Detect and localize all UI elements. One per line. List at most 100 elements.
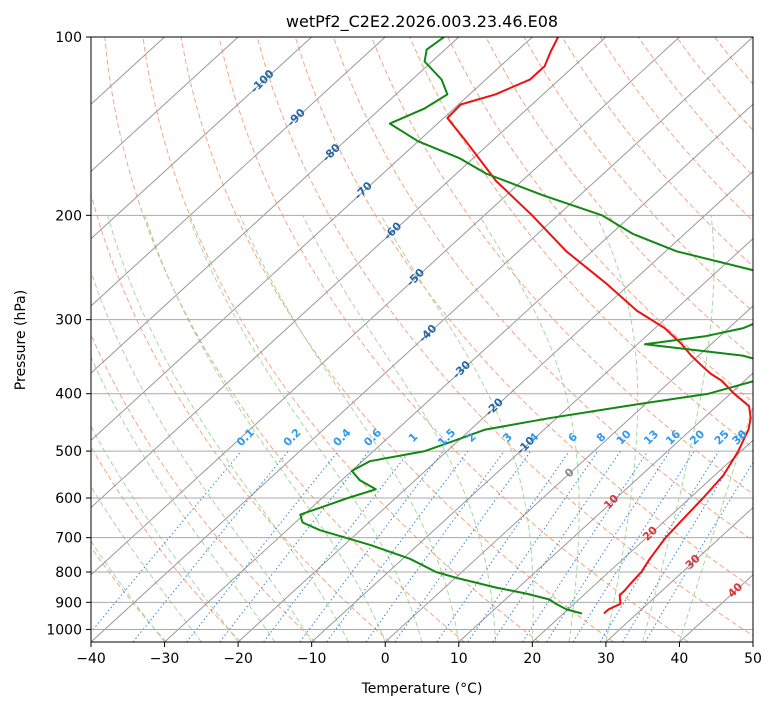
x-tick-label: −40 (76, 651, 106, 667)
mixing-ratio-line (436, 450, 570, 642)
mixing-ratio-line (644, 461, 753, 642)
mixing-ratio-label: 36 (730, 427, 750, 447)
mixing-ratio-line (394, 450, 532, 642)
dry-adiabat (637, 37, 753, 177)
moist-adiabat (642, 215, 715, 642)
mixing-ratio-label: 3 (500, 430, 515, 445)
x-axis: −40 −30 −20 −10 0 10 20 30 40 50 (76, 642, 762, 667)
isotherm-line (91, 37, 460, 374)
x-tick-label: −30 (150, 651, 180, 667)
dry-adiabat (752, 37, 753, 39)
y-tick-label: 700 (55, 531, 82, 547)
mixing-ratio-line (91, 450, 242, 633)
moist-adiabat (595, 215, 639, 642)
isobar-gridlines (91, 37, 753, 630)
y-tick-label: 300 (55, 313, 82, 329)
x-tick-label: 20 (523, 651, 541, 667)
y-tick-label: 1000 (46, 622, 82, 638)
moist-adiabat (478, 215, 580, 642)
y-tick-label: 200 (55, 208, 82, 224)
dry-adiabat (561, 37, 753, 267)
isotherm-line (164, 103, 753, 642)
mixing-ratio-line (186, 450, 339, 642)
mixing-ratio-line (219, 450, 370, 642)
isotherm-line (91, 37, 753, 642)
background-lines (91, 37, 753, 642)
x-tick-label: 0 (381, 651, 390, 667)
dry-adiabat (91, 445, 242, 642)
moist-adiabat (91, 485, 202, 642)
mixing-ratio-line (599, 450, 720, 642)
mixing-ratio-label: 0.2 (281, 426, 304, 449)
isotherm-line (458, 372, 753, 642)
mixing-ratio-label: 1 (406, 430, 421, 445)
y-tick-label: 100 (55, 30, 82, 46)
isotherm-line (752, 641, 753, 642)
y-tick-label: 900 (55, 595, 82, 611)
isotherm-line (91, 37, 680, 576)
mixing-ratio-label: 0.4 (331, 426, 354, 449)
isotherm-line (311, 237, 753, 642)
x-tick-label: 50 (744, 651, 762, 667)
x-tick-label: 40 (671, 651, 689, 667)
mixing-ratio-line (326, 450, 469, 642)
dry-adiabat (714, 37, 753, 85)
dry-adiabat (142, 37, 540, 642)
dewpoint-profile-line (299, 37, 753, 615)
x-axis-title: Temperature (°C) (361, 681, 483, 697)
mixing-ratio-line (365, 450, 505, 642)
y-tick-label: 500 (55, 444, 82, 460)
x-tick-label: 30 (597, 651, 615, 667)
y-tick-label: 600 (55, 491, 82, 507)
isotherm-line (91, 37, 313, 240)
mixing-ratio-line (132, 450, 289, 642)
y-axis: 100 200 300 400 500 600 700 800 900 1000 (46, 30, 91, 638)
mixing-ratio-line (546, 450, 671, 642)
moist-adiabat (302, 215, 497, 642)
x-tick-label: −20 (223, 651, 253, 667)
isotherm-line (91, 37, 533, 442)
moist-adiabat (187, 215, 423, 642)
y-tick-label: 400 (55, 387, 82, 403)
dry-adiabat (104, 37, 465, 642)
mixing-ratio-line (622, 450, 740, 642)
isoline-labels: -100-90-80-70-60-50-40-30-20-10010203040… (234, 67, 750, 600)
moist-adiabat (91, 540, 165, 642)
dry-adiabat (371, 37, 753, 495)
moist-adiabat (91, 270, 313, 642)
dry-adiabat (91, 192, 391, 642)
dry-adiabat (409, 37, 753, 449)
dry-adiabat (218, 37, 689, 642)
mixing-ratio-label: 25 (712, 428, 732, 448)
x-tick-label: 10 (450, 651, 468, 667)
mixing-ratio-line (572, 450, 695, 642)
moist-adiabat (678, 404, 753, 642)
isotherm-line (531, 439, 753, 642)
mixing-ratio-label: 8 (594, 430, 609, 445)
dry-adiabat (294, 37, 753, 589)
temperature-profile-line (446, 37, 752, 615)
profile-lines (299, 37, 753, 615)
dry-adiabat (332, 37, 753, 542)
isotherm-line (384, 305, 753, 642)
dry-adiabat (447, 37, 753, 403)
mixing-ratio-label: 0.6 (361, 426, 384, 449)
moist-adiabat (239, 215, 460, 642)
isotherm-label: -100 (248, 67, 277, 96)
dry-adiabat (91, 333, 316, 642)
isotherm-line (605, 506, 753, 642)
isotherm-line (91, 37, 386, 307)
y-axis-title: Pressure (hPa) (13, 290, 29, 390)
plot-frame (90, 36, 754, 643)
moist-adiabat (144, 215, 386, 642)
moist-adiabat (107, 215, 349, 642)
chart-title: wetPf2_C2E2.2026.003.23.46.E08 (286, 12, 558, 32)
isotherm-line (91, 37, 607, 509)
mixing-ratio-label: 6 (566, 430, 581, 445)
dry-adiabat (180, 37, 614, 642)
isotherm-line (91, 37, 239, 173)
mixing-ratio-line (299, 450, 444, 642)
isotherm-line (237, 170, 753, 642)
dry-adiabat (485, 37, 753, 358)
